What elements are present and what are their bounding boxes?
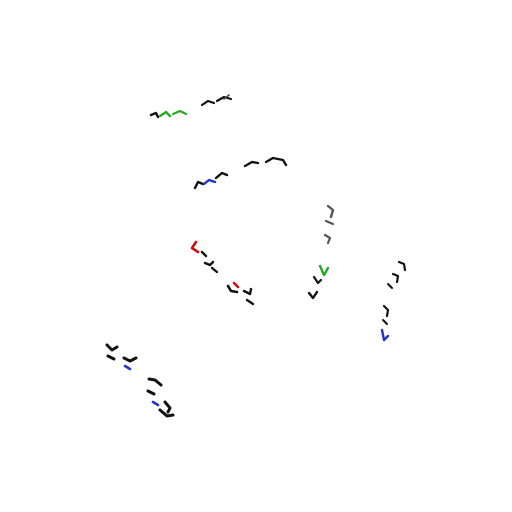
glyph-stroke xyxy=(200,250,208,258)
glyph-stroke xyxy=(149,111,160,119)
glyph-stroke xyxy=(202,178,217,186)
glyph-stroke xyxy=(147,377,163,387)
glyph-cluster-center-right xyxy=(307,204,335,300)
glyph-cluster-bottom-left xyxy=(105,343,175,418)
glyph-stroke xyxy=(163,400,172,414)
glyph-stroke xyxy=(214,171,229,180)
glyph-stroke xyxy=(307,290,319,300)
glyph-stroke xyxy=(171,109,188,116)
glyph-stroke xyxy=(387,283,393,289)
glyph-stroke xyxy=(243,160,260,168)
glyph-stroke xyxy=(151,400,160,407)
glyph-stroke xyxy=(122,356,138,363)
glyph-stroke xyxy=(380,328,390,342)
glyph-stroke xyxy=(158,408,175,418)
glyph-stroke xyxy=(324,219,335,226)
glyph-cluster-top xyxy=(149,94,233,119)
glyph-stroke xyxy=(146,389,156,396)
glyph-stroke xyxy=(105,343,119,352)
glyph-cluster-right xyxy=(380,260,407,342)
glyph-stroke xyxy=(245,298,255,306)
glyph-stroke xyxy=(106,354,116,361)
glyph-stroke xyxy=(323,233,332,245)
glyph-stroke xyxy=(397,260,407,272)
glyph-stroke xyxy=(210,266,219,274)
glyph-stroke xyxy=(190,240,200,254)
glyph-stroke xyxy=(312,275,323,285)
glyph-stroke xyxy=(232,281,240,289)
glyph-stroke xyxy=(382,319,388,325)
glyph-stroke xyxy=(242,287,253,296)
glyph-stroke xyxy=(200,99,216,107)
glyph-cluster-center-left xyxy=(190,240,255,306)
glyph-stroke xyxy=(223,94,230,100)
glyph-stroke xyxy=(326,204,335,219)
glyph-stroke xyxy=(264,156,288,167)
glyph-cluster-upper-middle xyxy=(193,156,288,190)
glyph-stroke xyxy=(215,95,233,103)
glyph-stroke xyxy=(226,284,239,294)
glyph-stroke xyxy=(193,180,205,190)
glyph-stroke xyxy=(158,110,172,118)
glyph-stroke xyxy=(391,272,400,284)
glyph-stroke xyxy=(203,260,215,267)
glyph-stroke xyxy=(382,304,390,318)
glyph-stroke xyxy=(318,264,330,277)
glyph-stroke xyxy=(123,364,132,371)
